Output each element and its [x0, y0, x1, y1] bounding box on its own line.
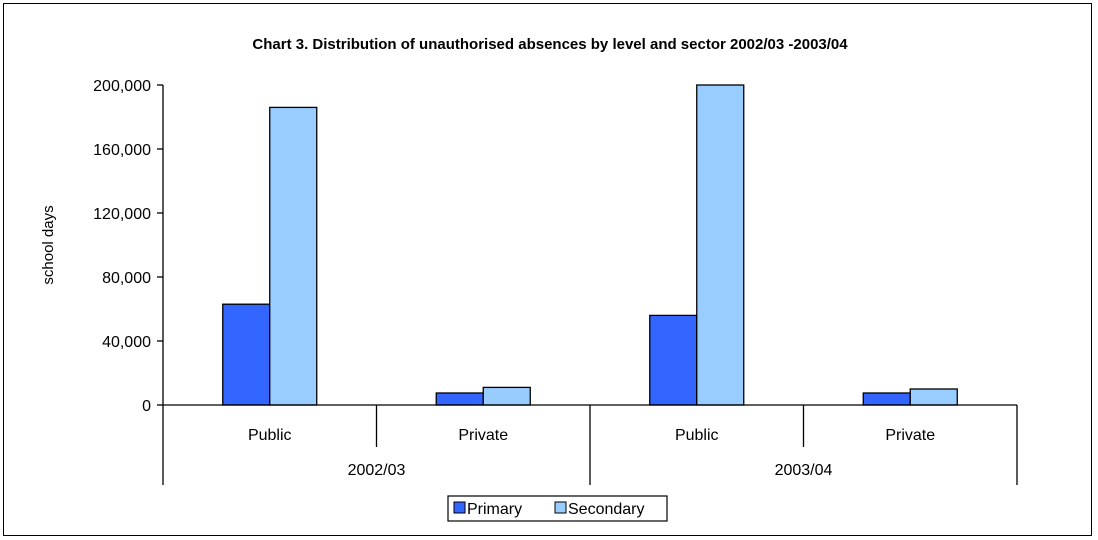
legend-label-secondary: Secondary — [568, 501, 645, 518]
legend-label-primary: Primary — [467, 501, 522, 518]
bars-layer — [222, 84, 958, 406]
y-axis-label: school days — [40, 205, 57, 284]
x-category-label: Public — [248, 427, 292, 444]
chart-frame — [3, 3, 1092, 536]
x-group-label: 2002/03 — [348, 462, 406, 479]
y-tick-label: 120,000 — [93, 206, 151, 223]
legend: Primary Secondary — [447, 495, 668, 522]
legend-swatch-primary — [453, 501, 466, 514]
bar-primary-0 — [222, 303, 271, 406]
bar-secondary-0 — [269, 106, 318, 406]
bar-secondary-3 — [909, 388, 958, 406]
y-tick-label: 80,000 — [102, 270, 151, 287]
y-tick-label: 160,000 — [93, 142, 151, 159]
bar-primary-1 — [435, 392, 484, 406]
x-group-label: 2003/04 — [775, 462, 833, 479]
legend-swatch-secondary — [554, 501, 567, 514]
bar-secondary-2 — [696, 84, 745, 406]
bar-primary-2 — [649, 314, 698, 406]
x-category-label: Public — [675, 427, 719, 444]
axes-layer: 0 40,000 80,000 120,000 160,000 200,000 Public… — [93, 78, 1018, 485]
bar-primary-3 — [862, 392, 911, 406]
x-category-label: Private — [885, 427, 935, 444]
chart-title: Chart 3. Distribution of unauthorised ab… — [252, 36, 848, 53]
y-tick-label: 40,000 — [102, 334, 151, 351]
x-category-label: Private — [458, 427, 508, 444]
y-tick-label: 200,000 — [93, 78, 151, 95]
y-tick-label: 0 — [142, 398, 151, 415]
bar-secondary-1 — [482, 386, 531, 406]
